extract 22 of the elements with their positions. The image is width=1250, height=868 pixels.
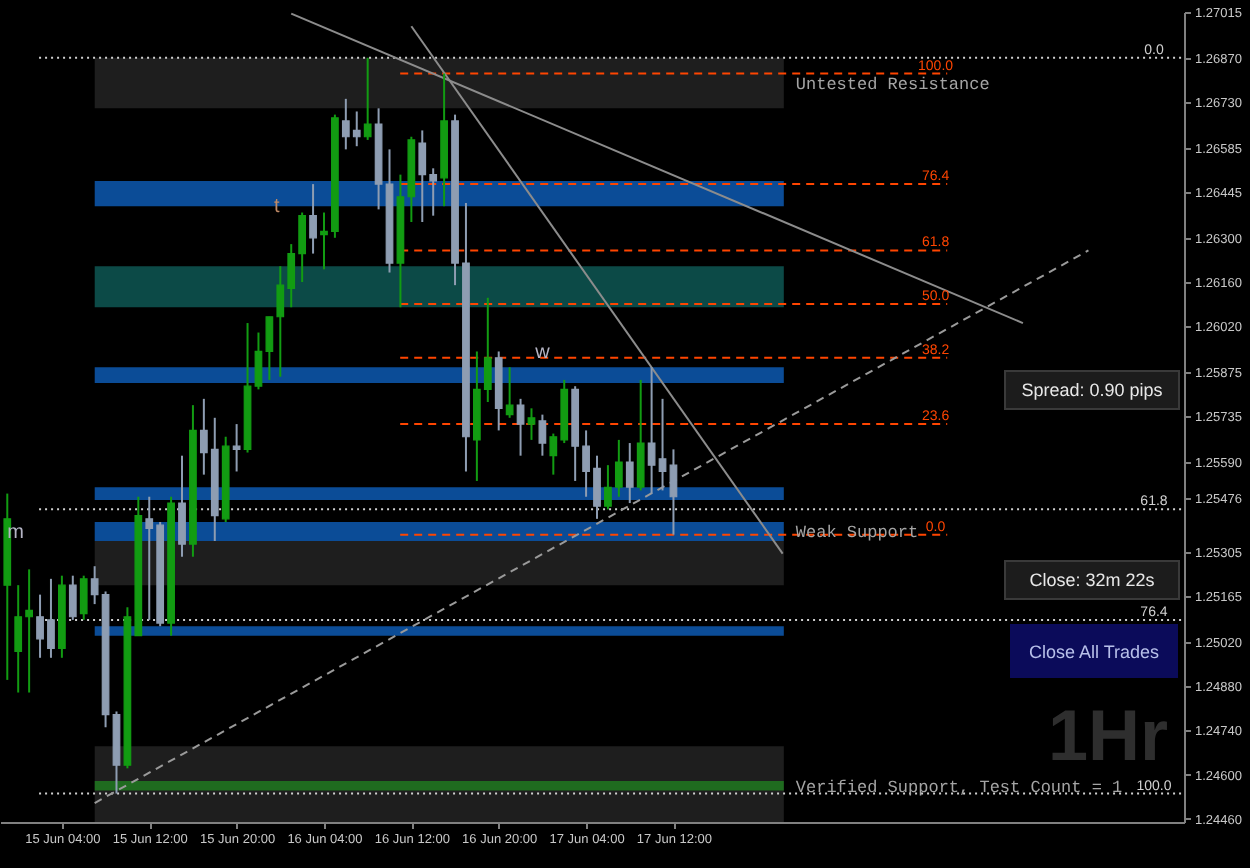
annotation: Spread: 0.90 pips bbox=[1021, 380, 1163, 400]
annotation: Close: 32m 22s bbox=[1029, 570, 1155, 590]
candlestick bbox=[363, 56, 372, 141]
button: Close All Trades bbox=[1010, 624, 1178, 678]
candlestick bbox=[636, 378, 645, 492]
candlestick bbox=[232, 423, 241, 473]
info-panel: Spread: 0.90 pips bbox=[1004, 370, 1180, 410]
info-panel: Close: 32m 22s bbox=[1004, 560, 1180, 600]
band-label: Weak Support bbox=[795, 523, 919, 544]
candlestick bbox=[68, 574, 77, 621]
band-label: Verified Support, Test Count = 1 bbox=[795, 777, 1123, 798]
candlestick bbox=[178, 454, 186, 558]
candlestick bbox=[516, 397, 525, 457]
candlestick bbox=[527, 407, 536, 441]
band-label: Untested Resistance bbox=[795, 75, 990, 96]
candlestick bbox=[625, 442, 634, 505]
candlestick bbox=[309, 183, 317, 255]
candlestick bbox=[505, 366, 514, 419]
annotation: Close All Trades bbox=[1028, 641, 1160, 661]
candlestick bbox=[538, 413, 547, 457]
candlestick bbox=[79, 574, 88, 621]
annotation: w bbox=[533, 342, 552, 365]
